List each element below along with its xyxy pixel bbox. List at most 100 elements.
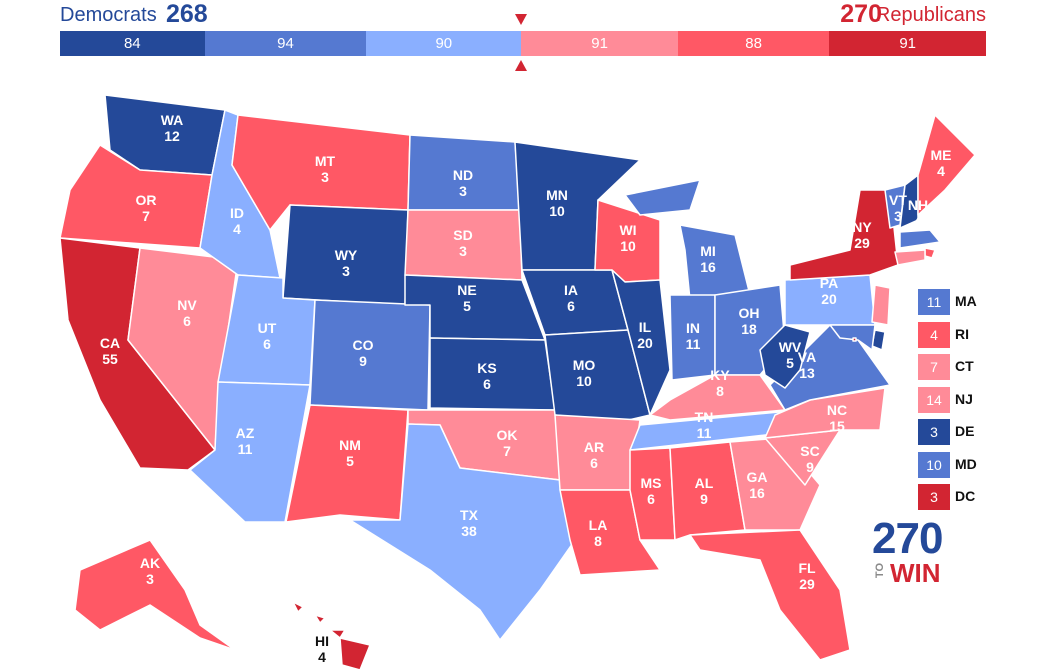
state-abbr-oh: OH [739, 305, 760, 321]
state-ev-wa: 12 [164, 128, 180, 144]
state-abbr-mt: MT [315, 153, 336, 169]
state-nm[interactable] [285, 404, 409, 523]
state-abbr-sc: SC [800, 443, 819, 459]
state-abbr-nh: NH [908, 197, 928, 213]
state-ev-il: 20 [637, 335, 653, 351]
state-ri[interactable] [924, 247, 936, 259]
state-nh[interactable] [899, 174, 919, 229]
state-abbr-ak: AK [140, 555, 160, 571]
state-ev-ms: 6 [647, 491, 655, 507]
bar-segment-likely_r: 88 [677, 31, 830, 56]
state-nj[interactable] [871, 284, 891, 326]
state-abbr-nm: NM [339, 437, 361, 453]
header: Democrats 268 270 Republicans [60, 0, 986, 30]
electoral-vote-bar: 84 94 90 91 88 91 [60, 31, 986, 56]
state-abbr-al: AL [695, 475, 714, 491]
state-abbr-id: ID [230, 205, 244, 221]
state-ms[interactable] [629, 447, 676, 541]
state-ev-wi: 10 [620, 238, 636, 254]
legend-row-nj[interactable]: 14 NJ [918, 386, 1028, 413]
state-ct[interactable] [894, 249, 926, 266]
legend-ev-box[interactable]: 14 [918, 386, 950, 413]
state-ev-ak: 3 [146, 571, 154, 587]
state-ev-al: 9 [700, 491, 708, 507]
state-abbr-ca: CA [100, 335, 120, 351]
state-ky[interactable] [649, 374, 786, 421]
legend-row-ri[interactable]: 4 RI [918, 321, 1028, 348]
state-ev-ar: 6 [590, 455, 598, 471]
state-ev-nh: 4 [914, 213, 922, 229]
state-abbr-mi: MI [700, 243, 716, 259]
state-abbr-ky: KY [710, 367, 730, 383]
legend-ev-box[interactable]: 7 [918, 354, 950, 380]
state-tx[interactable] [349, 423, 576, 641]
majority-marker-bottom-icon [515, 60, 527, 71]
legend-ev-box[interactable]: 4 [918, 321, 950, 348]
state-abbr-or: OR [136, 192, 157, 208]
state-abbr-nc: NC [827, 402, 847, 418]
state-ma[interactable] [899, 229, 941, 249]
state-abbr-ut: UT [258, 320, 277, 336]
legend-ev-box[interactable]: 3 [918, 419, 950, 445]
state-fl[interactable] [689, 529, 851, 661]
state-ev-az: 11 [238, 441, 253, 457]
state-ev-co: 9 [359, 353, 367, 369]
state-abbr-hi: HI [315, 633, 329, 649]
state-abbr-co: CO [353, 337, 374, 353]
legend-row-md[interactable]: 10 MD [918, 451, 1028, 478]
bar-segment-likely_d: 94 [204, 31, 367, 56]
state-ev-ga: 16 [749, 485, 765, 501]
state-abbr-la: LA [589, 517, 608, 533]
state-nc[interactable] [764, 387, 886, 439]
state-ev-mo: 10 [576, 373, 592, 389]
state-ev-pa: 20 [821, 291, 837, 307]
legend-ev-box[interactable]: 10 [918, 451, 950, 478]
legend-row-dc[interactable]: 3 DC [918, 484, 1028, 510]
state-ak[interactable] [74, 539, 236, 651]
state-abbr-ne: NE [457, 282, 476, 298]
state-abbr-mo: MO [573, 357, 596, 373]
state-ev-ks: 6 [483, 376, 491, 392]
state-ev-sc: 9 [806, 459, 814, 475]
state-me[interactable] [917, 114, 976, 216]
state-ev-ky: 8 [716, 383, 724, 399]
bar-segment-lean_d: 90 [366, 31, 522, 56]
legend-state-abbr: DC [955, 488, 976, 504]
state-mo[interactable] [544, 329, 651, 423]
state-ev-in: 11 [686, 336, 701, 352]
legend-ev-box[interactable]: 11 [918, 289, 950, 315]
state-abbr-in: IN [686, 320, 700, 336]
state-al[interactable] [669, 441, 746, 541]
state-ev-ca: 55 [102, 351, 118, 367]
state-ev-sd: 3 [459, 243, 467, 259]
state-ev-wy: 3 [342, 263, 350, 279]
state-ev-nv: 6 [183, 313, 191, 329]
legend-state-abbr: DE [955, 423, 975, 439]
legend-state-abbr: MD [955, 455, 977, 472]
logo-to: TO [874, 563, 886, 579]
bar-segment-safe_d: 84 [60, 31, 205, 56]
state-abbr-az: AZ [236, 425, 255, 441]
legend-state-abbr: CT [955, 358, 974, 374]
state-co[interactable] [309, 299, 431, 411]
state-abbr-ny: NY [852, 219, 872, 235]
state-hi[interactable] [292, 601, 371, 670]
state-ev-la: 8 [594, 533, 602, 549]
state-ev-me: 4 [937, 163, 945, 179]
state-az[interactable] [189, 381, 311, 523]
state-dc[interactable] [852, 337, 857, 342]
state-abbr-il: IL [639, 319, 652, 335]
state-abbr-mn: MN [546, 187, 568, 203]
democrats-total: 268 [166, 0, 208, 28]
legend-row-ct[interactable]: 7 CT [918, 354, 1028, 380]
state-ev-ne: 5 [463, 298, 471, 314]
state-abbr-va: VA [798, 349, 816, 365]
legend-row-ma[interactable]: 11 MA [918, 289, 1028, 315]
logo-win: WIN [890, 558, 941, 588]
legend-row-de[interactable]: 3 DE [918, 419, 1028, 445]
state-ev-vt: 3 [894, 208, 902, 224]
state-abbr-ks: KS [477, 360, 496, 376]
state-ny[interactable] [789, 189, 899, 281]
legend-ev-box[interactable]: 3 [918, 484, 950, 510]
state-ev-mt: 3 [321, 169, 329, 185]
